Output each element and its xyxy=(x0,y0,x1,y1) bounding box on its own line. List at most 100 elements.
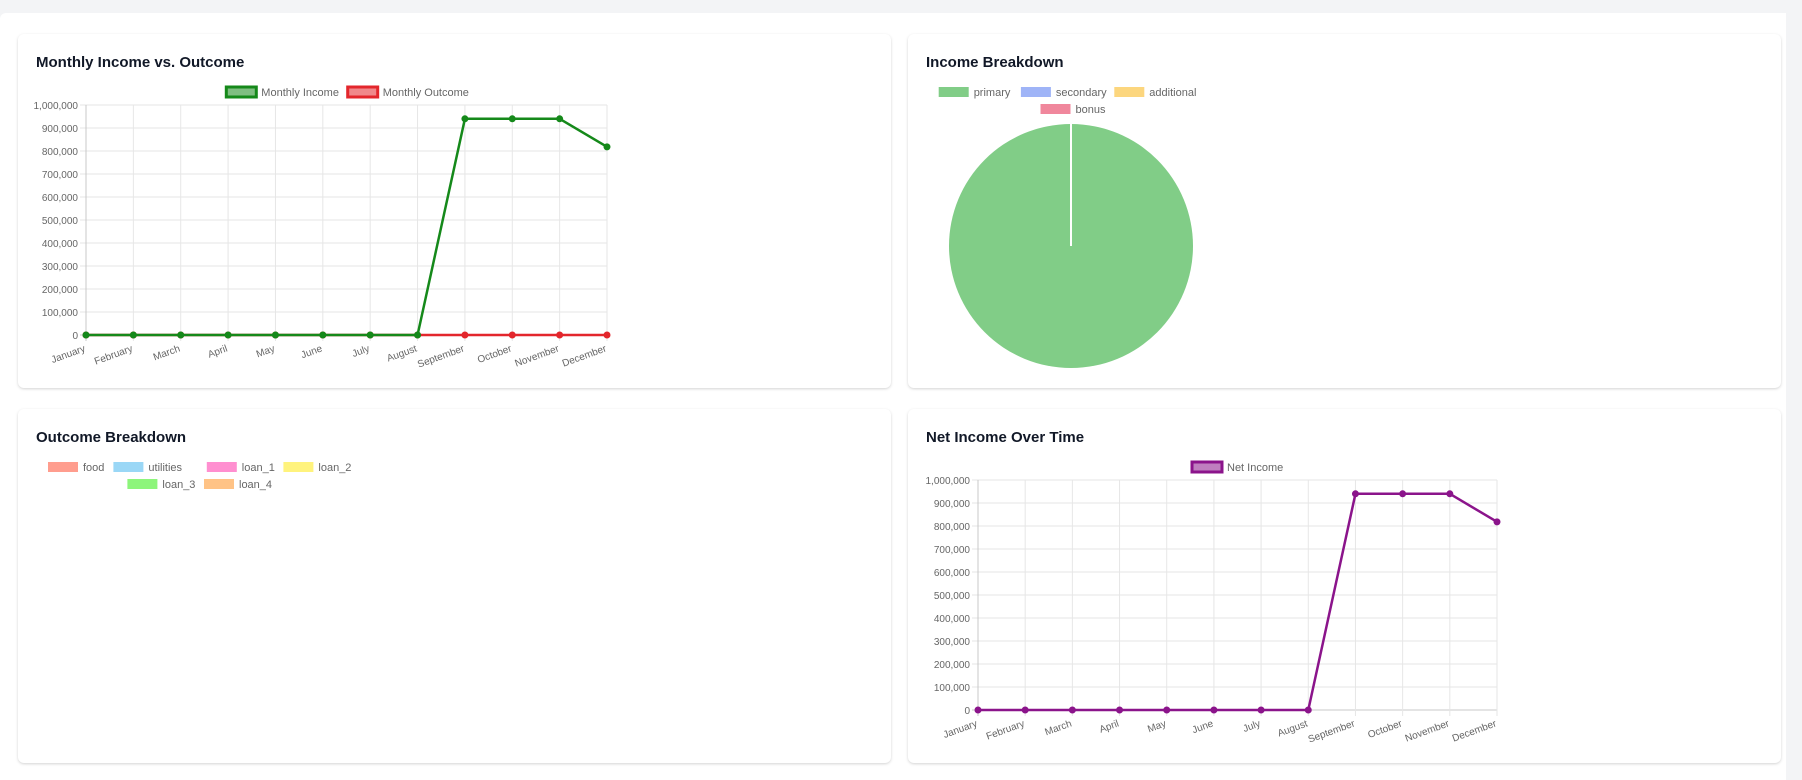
legend-label: Monthly Income xyxy=(261,87,339,99)
x-tick-label: July xyxy=(1242,718,1262,734)
legend-label: food xyxy=(83,462,104,474)
data-point xyxy=(603,331,611,339)
data-point xyxy=(461,115,469,123)
x-tick-label: July xyxy=(351,343,371,359)
x-tick-label: January xyxy=(942,718,979,741)
legend-swatch xyxy=(206,462,237,472)
data-point xyxy=(1351,490,1359,498)
data-point xyxy=(461,331,469,339)
y-tick-label: 600,000 xyxy=(42,193,79,204)
legend-swatch xyxy=(204,479,234,489)
y-tick-label: 600,000 xyxy=(934,568,971,579)
data-point xyxy=(224,331,232,339)
legend-swatch xyxy=(283,462,314,472)
data-point xyxy=(1304,706,1312,714)
x-tick-label: June xyxy=(300,343,325,361)
x-tick-label: February xyxy=(985,718,1026,742)
data-point xyxy=(177,331,185,339)
x-tick-label: February xyxy=(93,343,134,367)
income-outcome-chart: Monthly Income Monthly Outcome 0 100,000 200… xyxy=(34,85,611,371)
legend-label: primary xyxy=(974,87,1011,99)
y-tick-label: 0 xyxy=(964,706,970,717)
card-title: Outcome Breakdown xyxy=(36,429,187,446)
data-point xyxy=(1116,706,1124,714)
x-tick-label: May xyxy=(1146,718,1168,735)
legend-label: additional xyxy=(1149,87,1196,99)
legend-label: loan_1 xyxy=(242,462,275,474)
legend-swatch xyxy=(346,85,380,99)
y-tick-label: 100,000 xyxy=(934,683,971,694)
legend-label: loan_2 xyxy=(318,462,351,474)
legend-swatch xyxy=(938,87,969,97)
data-point xyxy=(603,143,611,151)
legend-label: bonus xyxy=(1076,104,1106,116)
data-point xyxy=(974,706,982,714)
y-tick-label: 300,000 xyxy=(934,637,971,648)
x-tick-label: August xyxy=(386,343,419,364)
x-tick-label: September xyxy=(1307,718,1357,745)
legend-swatch xyxy=(113,462,144,472)
y-tick-label: 900,000 xyxy=(42,124,79,135)
y-tick-label: 500,000 xyxy=(934,591,971,602)
data-point xyxy=(1399,490,1407,498)
y-tick-label: 300,000 xyxy=(42,262,79,273)
series-line xyxy=(86,117,608,337)
legend-label: loan_3 xyxy=(162,479,195,491)
series-line xyxy=(978,492,1498,712)
data-point xyxy=(271,331,279,339)
y-tick-label: 400,000 xyxy=(42,239,79,250)
data-point xyxy=(414,331,422,339)
legend-swatch xyxy=(127,479,158,489)
x-tick-label: January xyxy=(50,343,87,366)
y-tick-label: 100,000 xyxy=(42,308,79,319)
x-tick-label: April xyxy=(1098,718,1121,735)
data-point xyxy=(1068,706,1076,714)
legend-label: secondary xyxy=(1056,87,1107,99)
income-breakdown-chart: primary secondary additional bonus xyxy=(938,87,1196,368)
legend-swatch xyxy=(1040,104,1071,114)
x-tick-label: October xyxy=(1366,718,1404,741)
data-point xyxy=(1163,706,1171,714)
x-tick-label: November xyxy=(1404,718,1452,744)
data-point xyxy=(1493,518,1501,526)
x-tick-label: August xyxy=(1276,718,1309,739)
y-tick-label: 0 xyxy=(72,331,78,342)
card-title: Net Income Over Time xyxy=(926,429,1085,446)
income-breakdown-card: Income Breakdown primary secondary additio… xyxy=(908,34,1781,388)
x-tick-label: September xyxy=(416,343,466,370)
data-point xyxy=(319,331,327,339)
data-point xyxy=(508,331,516,339)
y-tick-label: 500,000 xyxy=(42,216,79,227)
y-tick-label: 200,000 xyxy=(42,285,79,296)
data-point xyxy=(1257,706,1265,714)
legend-swatch xyxy=(1190,460,1224,474)
data-point xyxy=(556,331,564,339)
x-tick-label: November xyxy=(514,343,562,369)
net-income-card: Net Income Over Time Net Income 0 100,000 2… xyxy=(908,409,1781,763)
data-point xyxy=(129,331,137,339)
card-title: Income Breakdown xyxy=(926,54,1064,71)
x-tick-label: May xyxy=(255,343,277,360)
legend-label: utilities xyxy=(148,462,182,474)
net-income-chart: Net Income 0 100,000 200,000 300,000 400,000 5… xyxy=(926,460,1501,746)
card-title: Monthly Income vs. Outcome xyxy=(36,54,245,71)
legend-swatch xyxy=(1020,87,1051,97)
y-tick-label: 1,000,000 xyxy=(34,101,79,112)
y-tick-label: 1,000,000 xyxy=(926,476,971,487)
legend-label: loan_4 xyxy=(239,479,272,491)
x-tick-label: June xyxy=(1191,718,1216,736)
data-point xyxy=(1210,706,1218,714)
data-point xyxy=(508,115,516,123)
y-tick-label: 800,000 xyxy=(42,147,79,158)
y-tick-label: 700,000 xyxy=(934,545,971,556)
scrollbar-track[interactable] xyxy=(1787,0,1802,780)
income-outcome-card: Monthly Income vs. Outcome Monthly Incom… xyxy=(18,34,891,388)
data-point xyxy=(366,331,374,339)
outcome-breakdown-card: Outcome Breakdown food utilities loan_1 loa… xyxy=(18,409,891,763)
y-tick-label: 200,000 xyxy=(934,660,971,671)
outcome-breakdown-chart: food utilities loan_1 loan_2 loan_3 loan_4 xyxy=(48,462,351,491)
data-point xyxy=(1021,706,1029,714)
legend-label: Monthly Outcome xyxy=(383,87,469,99)
x-tick-label: October xyxy=(476,343,514,366)
data-point xyxy=(1446,490,1454,498)
